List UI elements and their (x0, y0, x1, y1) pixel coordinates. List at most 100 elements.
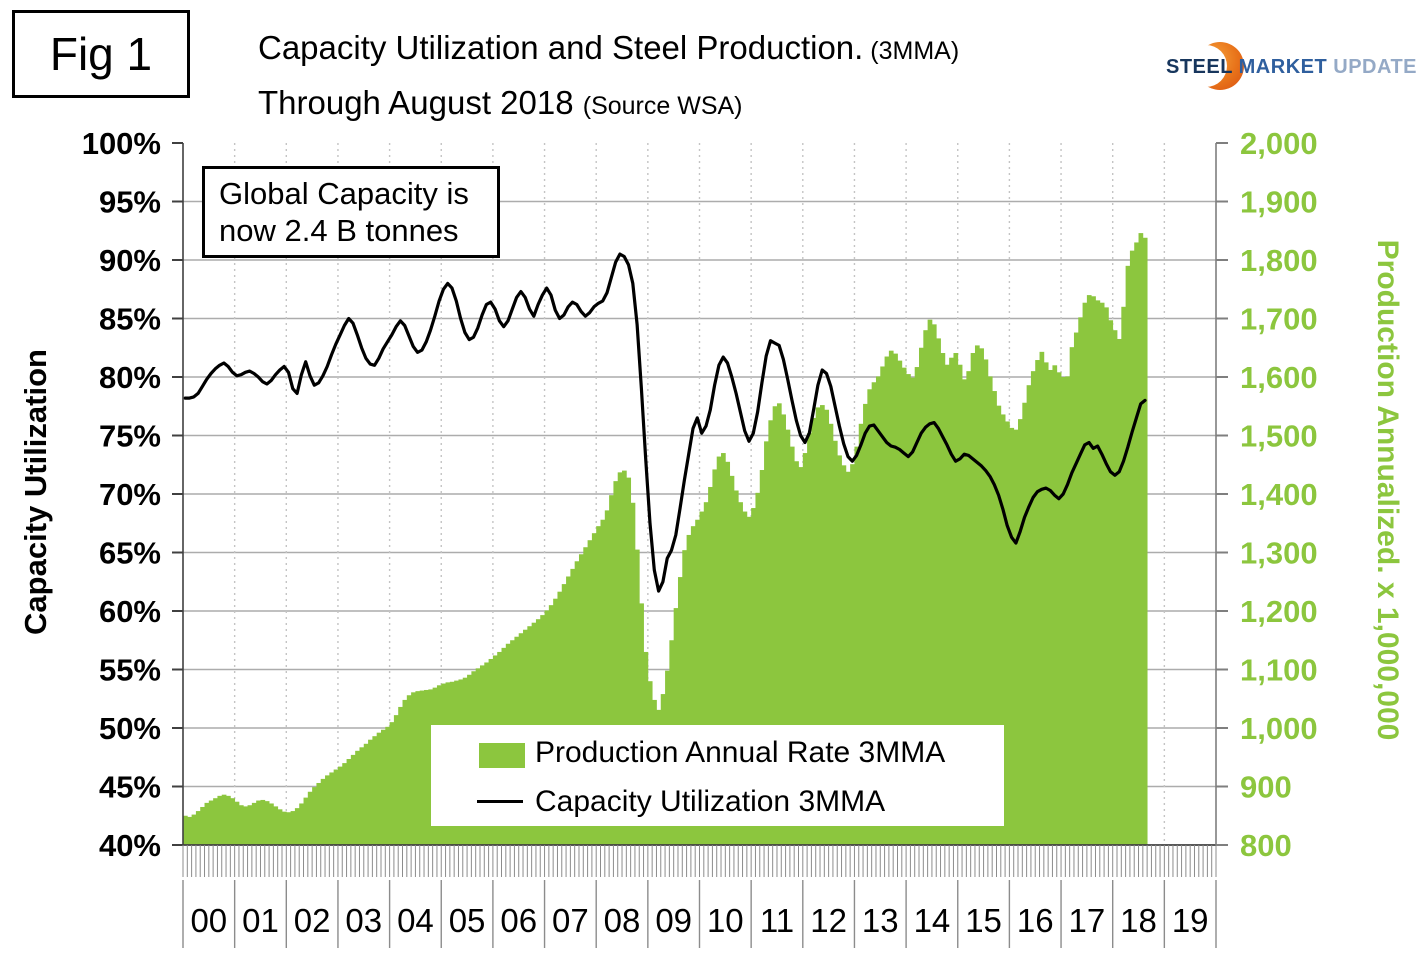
production-bar (609, 495, 614, 845)
production-bar (622, 470, 627, 845)
production-bar (307, 791, 313, 845)
production-bar (350, 754, 356, 845)
production-bar (923, 330, 929, 845)
production-bar (699, 511, 705, 845)
production-bar (260, 799, 266, 845)
production-bar (1000, 414, 1006, 845)
production-bar (1112, 330, 1118, 845)
production-bar (863, 403, 868, 845)
production-bar (1086, 295, 1092, 846)
logo-text: STEEL MARKET UPDATE (1166, 56, 1418, 78)
production-bar (721, 453, 726, 845)
chart-title: Capacity Utilization and Steel Productio… (258, 24, 959, 134)
year-label: 13 (862, 902, 899, 939)
year-label: 10 (707, 902, 744, 939)
production-bar (312, 787, 317, 845)
production-bar (316, 782, 322, 845)
production-bar (880, 366, 885, 845)
production-bar (962, 379, 967, 845)
production-bar (1078, 317, 1083, 846)
right-tick-label: 1,700 (1240, 302, 1318, 337)
legend-line-label: Capacity Utilization 3MMA (535, 785, 886, 818)
production-bar (888, 350, 894, 845)
production-bar (561, 584, 567, 845)
production-bar (996, 405, 1002, 845)
production-bar (596, 526, 601, 845)
production-bar (372, 736, 378, 845)
production-bar (725, 461, 731, 845)
production-bar (1129, 250, 1135, 845)
production-bar (1013, 429, 1019, 845)
production-bar (837, 455, 842, 845)
production-bar (897, 360, 903, 845)
production-bar (587, 540, 593, 845)
production-bar (286, 812, 291, 845)
production-bar (824, 409, 830, 845)
production-bar (208, 800, 214, 845)
production-bar (927, 319, 933, 845)
production-bar (1142, 237, 1148, 845)
production-bar (1125, 265, 1131, 846)
legend: Production Annual Rate 3MMA Capacity Uti… (427, 721, 1008, 830)
production-bar (841, 465, 847, 845)
production-bar (613, 481, 619, 845)
production-bar (742, 511, 748, 845)
production-bar (333, 769, 339, 845)
legend-bar-label: Production Annual Rate 3MMA (535, 736, 946, 769)
production-bar (828, 423, 834, 845)
production-bar (213, 798, 218, 845)
production-bar (983, 359, 989, 845)
left-tick-label: 55% (99, 653, 161, 688)
production-bar (187, 816, 192, 845)
production-bar (906, 374, 911, 845)
production-bar (966, 371, 972, 845)
production-bar (1009, 427, 1015, 845)
production-bar (686, 534, 692, 845)
production-bar (325, 775, 330, 845)
production-bar (277, 809, 283, 845)
production-bar (1005, 421, 1010, 845)
year-label: 08 (604, 902, 641, 939)
production-bar (299, 803, 304, 845)
year-label: 12 (810, 902, 847, 939)
production-bar (1039, 351, 1045, 845)
production-bar (712, 469, 718, 845)
left-axis-title: Capacity Utilization (18, 349, 53, 635)
production-bar (566, 576, 571, 845)
production-bar (282, 811, 287, 845)
year-label: 01 (242, 902, 279, 939)
production-bar (600, 519, 606, 845)
production-bar (789, 446, 795, 845)
production-bar (570, 568, 576, 845)
production-bar (1073, 332, 1079, 845)
production-bar (200, 806, 205, 845)
production-bar (798, 467, 804, 845)
production-bar (191, 814, 197, 845)
production-bar (337, 766, 343, 845)
production-bar (226, 795, 231, 845)
logo-crescent-cut (1185, 45, 1227, 87)
production-bar (398, 706, 403, 845)
production-bar (269, 803, 274, 845)
left-tick-label: 70% (99, 477, 161, 512)
annotation-line1: Global Capacity is (219, 176, 469, 211)
production-bar (957, 364, 963, 845)
year-label: 19 (1172, 902, 1209, 939)
production-bar (1043, 362, 1049, 846)
production-bar (1065, 376, 1071, 845)
production-bar (626, 477, 632, 845)
production-bar (221, 794, 227, 845)
production-bar (1095, 300, 1101, 845)
production-bar (936, 338, 941, 845)
year-label: 05 (449, 902, 486, 939)
production-bar (217, 795, 223, 845)
production-bar (424, 689, 429, 845)
production-bar (764, 441, 769, 845)
production-bar (195, 811, 201, 845)
production-bar (979, 348, 984, 845)
production-bar (751, 508, 756, 845)
production-bar (716, 456, 722, 845)
production-bar (987, 376, 993, 845)
left-tick-label: 90% (99, 243, 161, 278)
right-tick-label: 1,800 (1240, 243, 1318, 278)
